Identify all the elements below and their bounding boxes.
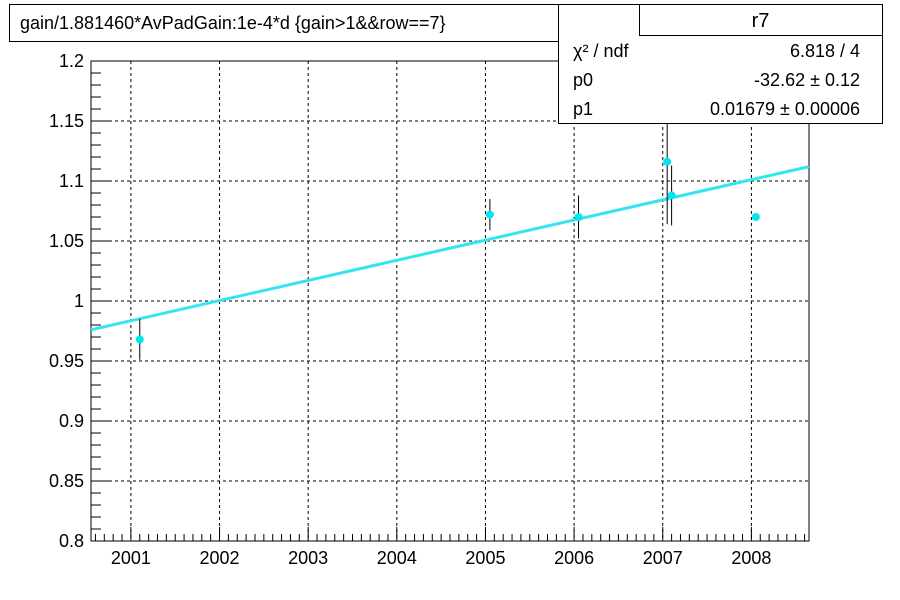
data-point <box>485 210 494 219</box>
x-tick-labels: 2001 2002 2003 2004 2005 2006 2007 2008 <box>111 548 772 568</box>
y-tick-label: 1.1 <box>59 171 84 191</box>
x-tick-label: 2004 <box>377 548 417 568</box>
data-point <box>663 157 672 166</box>
data-point <box>574 213 583 221</box>
fit-line <box>90 165 810 332</box>
y-tick-label: 1.05 <box>49 231 84 251</box>
data-point <box>135 335 144 344</box>
y-tick-label: 0.9 <box>59 411 84 431</box>
stats-row-p0: p0 -32.62 ± 0.12 <box>559 66 882 94</box>
y-tick-label: 1.2 <box>59 51 84 71</box>
y-tick-label: 1 <box>74 291 84 311</box>
x-tick-label: 2003 <box>288 548 328 568</box>
x-tick-label: 2005 <box>465 548 505 568</box>
x-tick-label: 2001 <box>111 548 151 568</box>
x-tick-label: 2002 <box>200 548 240 568</box>
stats-value: 0.01679 ± 0.00006 <box>709 99 860 119</box>
y-tick-label: 1.15 <box>49 111 84 131</box>
y-tick-label: 0.8 <box>59 531 84 551</box>
stats-label: χ² / ndf <box>573 41 629 61</box>
stats-row-chi2: χ² / ndf 6.818 / 4 <box>559 37 882 65</box>
axis-ticks <box>91 60 806 542</box>
chart-title-text: gain/1.881460*AvPadGain:1e-4*d {gain>1&&… <box>20 13 446 33</box>
fit-line-group <box>90 165 810 332</box>
y-tick-label: 0.85 <box>49 471 84 491</box>
fit-stats-box: r7 χ² / ndf 6.818 / 4 p0 -32.62 ± 0.12 p… <box>558 4 883 124</box>
x-tick-label: 2006 <box>554 548 594 568</box>
data-point <box>667 191 676 200</box>
y-tick-label: 0.95 <box>49 351 84 371</box>
stats-name: r7 <box>639 5 882 36</box>
y-tick-labels: 0.8 0.85 0.9 0.95 1 1.05 1.1 1.15 1.2 <box>49 51 84 551</box>
stats-label: p1 <box>573 99 594 119</box>
stats-row-p1: p1 0.01679 ± 0.00006 <box>559 95 882 123</box>
data-points <box>135 99 760 360</box>
plot-frame <box>90 60 810 542</box>
chart-title: gain/1.881460*AvPadGain:1e-4*d {gain>1&&… <box>9 4 637 42</box>
stats-value: -32.62 ± 0.12 <box>754 70 860 90</box>
stats-value: 6.818 / 4 <box>789 41 860 61</box>
x-tick-label: 2008 <box>731 548 771 568</box>
stats-label: p0 <box>573 70 594 90</box>
stats-divider <box>639 5 640 35</box>
x-tick-label: 2007 <box>643 548 683 568</box>
data-point <box>751 213 760 221</box>
